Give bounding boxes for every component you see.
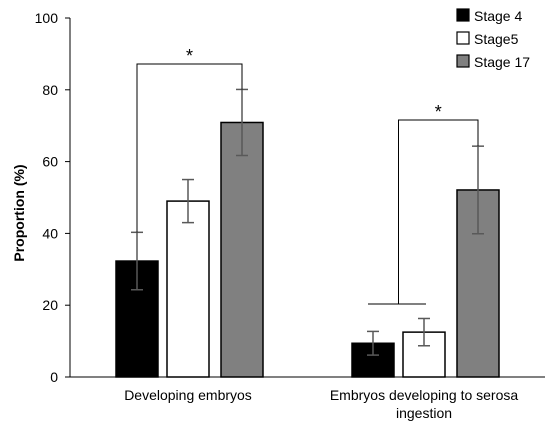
category-label: Embryos developing to serosa bbox=[330, 387, 519, 403]
axes bbox=[69, 18, 545, 378]
y-axis-title: Proportion (%) bbox=[11, 164, 27, 261]
category-label: Developing embryos bbox=[124, 387, 252, 403]
y-tick-label: 80 bbox=[42, 82, 58, 98]
legend-label: Stage 4 bbox=[474, 8, 522, 24]
legend-swatch bbox=[456, 8, 470, 22]
bar-stage-17 bbox=[220, 121, 264, 378]
significance-bracket bbox=[398, 119, 479, 304]
significance-star: * bbox=[435, 102, 442, 122]
category-label: ingestion bbox=[396, 405, 452, 421]
significance-star: * bbox=[186, 46, 193, 66]
legend-swatch bbox=[456, 31, 470, 45]
y-tick-label: 0 bbox=[50, 369, 58, 385]
bar-stage5 bbox=[166, 200, 210, 378]
category-labels: Developing embryos Embryos developing to … bbox=[124, 387, 518, 421]
legend: Stage 4 Stage5 Stage 17 bbox=[456, 8, 530, 70]
error-bars bbox=[131, 88, 484, 356]
significance-bracket bbox=[136, 63, 243, 233]
y-tick-label: 20 bbox=[42, 297, 58, 313]
y-axis-ticks: 0 20 40 60 80 100 bbox=[35, 10, 70, 385]
legend-label: Stage5 bbox=[474, 31, 519, 47]
legend-swatch bbox=[456, 54, 470, 68]
y-tick-label: 60 bbox=[42, 154, 58, 170]
significance-brackets: ** bbox=[136, 46, 479, 305]
y-tick-label: 100 bbox=[35, 10, 59, 26]
bars bbox=[115, 121, 500, 378]
legend-label: Stage 17 bbox=[474, 54, 530, 70]
y-tick-label: 40 bbox=[42, 225, 58, 241]
